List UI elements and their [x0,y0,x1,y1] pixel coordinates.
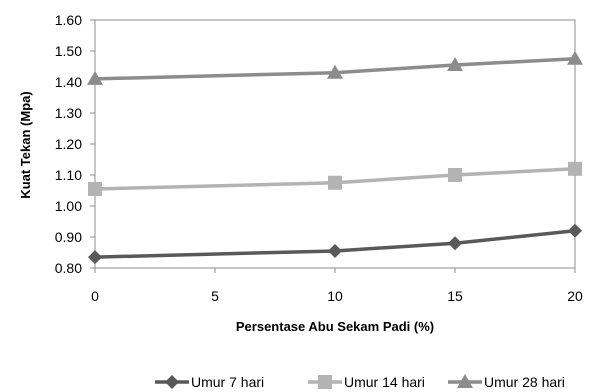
plot-border [94,19,576,269]
data-point [567,50,583,65]
x-axis-ticks: 0 5 10 15 20 [91,268,583,304]
series-3 [87,50,583,85]
series-2 [88,161,582,196]
x-axis-title: Persentase Abu Sekam Padi (%) [236,319,434,334]
data-point [447,56,463,71]
x-tick-label: 0 [91,288,99,304]
y-tick-label: 1.40 [55,74,82,90]
legend-label: Umur 14 hari [344,374,425,390]
legend-marker [318,375,332,389]
data-point [87,70,103,85]
series-layer [87,50,583,265]
y-axis-ticks: 0.80 0.90 1.00 1.10 1.20 1.30 1.40 1.50 1.60 [55,12,95,276]
legend-label: Umur 28 hari [484,374,565,390]
legend-marker [165,375,179,389]
x-tick-label: 20 [567,288,583,304]
legend-marker [457,374,473,388]
y-tick-label: 1.30 [55,105,82,121]
legend-label: Umur 7 hari [191,374,264,390]
data-point [568,161,582,176]
data-point [328,175,342,190]
y-axis-title: Kuat Tekan (Mpa) [18,91,33,198]
data-point [328,243,342,258]
x-tick-label: 5 [211,288,219,304]
x-tick-label: 15 [447,288,463,304]
series-1 [88,223,582,265]
y-tick-label: 1.00 [55,198,82,214]
legend-item-1: Umur 7 hari [155,374,264,390]
y-tick-label: 0.80 [55,260,82,276]
series-line [94,229,576,259]
data-point [88,250,102,265]
legend-item-2: Umur 14 hari [308,374,425,390]
y-tick-label: 1.60 [55,12,82,28]
data-point [568,223,582,238]
series-line [94,57,576,81]
y-tick-label: 0.90 [55,229,82,245]
x-tick-label: 10 [327,288,343,304]
data-point [448,168,462,182]
y-tick-label: 1.20 [55,136,82,152]
legend: Umur 7 hari Umur 14 hari Umur 28 hari [155,374,565,390]
y-tick-label: 1.10 [55,167,82,183]
y-tick-label: 1.50 [55,43,82,59]
data-point [88,181,102,196]
series-line [94,167,576,191]
data-point [327,64,343,79]
plot-area [94,19,576,269]
legend-item-3: Umur 28 hari [448,374,565,390]
data-point [448,236,462,251]
